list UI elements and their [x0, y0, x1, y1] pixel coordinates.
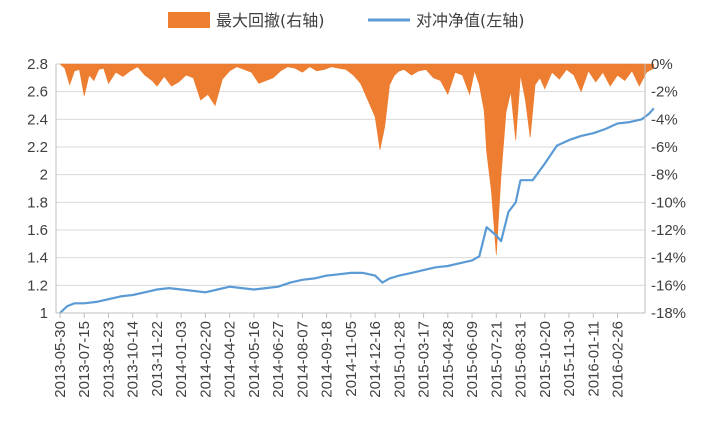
x-axis-labels: 2013-05-30 2013-07-15 2013-08-23 2013-10-14…	[52, 321, 626, 398]
x-axis-tick-label: 2013-11-22	[149, 321, 166, 397]
nav-line-group	[59, 107, 655, 314]
left-axis-tick-label: 1	[40, 305, 48, 322]
x-axis-tick-label: 2016-02-26	[609, 321, 626, 398]
x-axis-tick-label: 2015-10-20	[537, 321, 554, 398]
x-axis-tick-label: 2014-06-27	[270, 321, 287, 398]
left-axis-tick-label: 1.8	[27, 194, 48, 211]
left-axis-tick-label: 2.2	[27, 139, 48, 156]
x-axis-tick-label: 2015-08-31	[513, 321, 530, 398]
x-axis-tick-label: 2015-03-17	[416, 321, 433, 398]
gridlines	[56, 63, 645, 314]
drawdown-area-group	[59, 63, 655, 255]
legend-label-drawdown: 最大回撤(右轴)	[216, 11, 325, 30]
left-axis-tick-label: 2	[40, 167, 48, 184]
x-axis-tick-label: 2014-09-18	[319, 321, 336, 398]
x-axis-tick-label: 2015-01-28	[391, 321, 408, 398]
nav-line	[59, 107, 655, 314]
left-axis-tick-label: 2.6	[27, 84, 48, 101]
right-axis-tick-label: -18%	[651, 305, 686, 322]
x-axis-tick-label: 2014-02-20	[197, 321, 214, 398]
drawdown-area	[59, 63, 655, 255]
legend: 最大回撤(右轴) 对冲净值(左轴)	[168, 11, 525, 30]
x-axis-tick-label: 2013-07-15	[76, 321, 93, 398]
right-axis-tick-label: -8%	[651, 167, 678, 184]
x-axis-tick-label: 2014-11-05	[343, 321, 360, 397]
left-axis-tick-label: 1.6	[27, 222, 48, 239]
x-axis-tick-label: 2016-01-11	[585, 321, 602, 397]
left-axis-tick-label: 2.4	[27, 111, 48, 128]
x-axis-tick-label: 2013-05-30	[52, 321, 69, 398]
right-axis-tick-label: -10%	[651, 194, 686, 211]
legend-swatch-drawdown	[168, 12, 210, 28]
x-axis-tick-label: 2015-11-30	[561, 321, 578, 397]
x-axis-tick-label: 2014-05-16	[246, 321, 263, 398]
left-axis-tick-label: 1.4	[27, 250, 48, 267]
x-axis-tick-label: 2013-08-23	[100, 321, 117, 398]
right-axis-tick-label: -16%	[651, 277, 686, 294]
axes	[55, 64, 646, 318]
legend-label-nav: 对冲净值(左轴)	[416, 11, 525, 30]
right-axis-tick-label: -4%	[651, 111, 678, 128]
right-axis-tick-label: -12%	[651, 222, 686, 239]
right-axis-tick-label: -14%	[651, 250, 686, 267]
x-axis-tick-label: 2014-04-02	[222, 321, 239, 398]
left-axis-labels: 1 1.2 1.4 1.6 1.8 2 2.2 2.4 2.6 2.8	[27, 56, 48, 322]
right-axis-tick-label: -6%	[651, 139, 678, 156]
right-axis-tick-label: 0%	[651, 56, 673, 73]
right-axis-tick-label: -2%	[651, 84, 678, 101]
x-axis-tick-label: 2014-12-16	[367, 321, 384, 398]
x-axis-tick-label: 2015-04-28	[440, 321, 457, 398]
x-axis-tick-label: 2015-06-09	[464, 321, 481, 398]
left-axis-tick-label: 2.8	[27, 56, 48, 73]
x-axis-tick-label: 2014-01-03	[173, 321, 190, 398]
x-axis-tick-label: 2013-10-14	[125, 321, 142, 398]
right-axis-labels: 0% -2% -4% -6% -8% -10% -12% -14% -16% -18%	[651, 56, 686, 322]
x-axis-tick-label: 2014-08-07	[294, 321, 311, 398]
x-axis-tick-label: 2015-07-21	[488, 321, 505, 398]
left-axis-tick-label: 1.2	[27, 277, 48, 294]
